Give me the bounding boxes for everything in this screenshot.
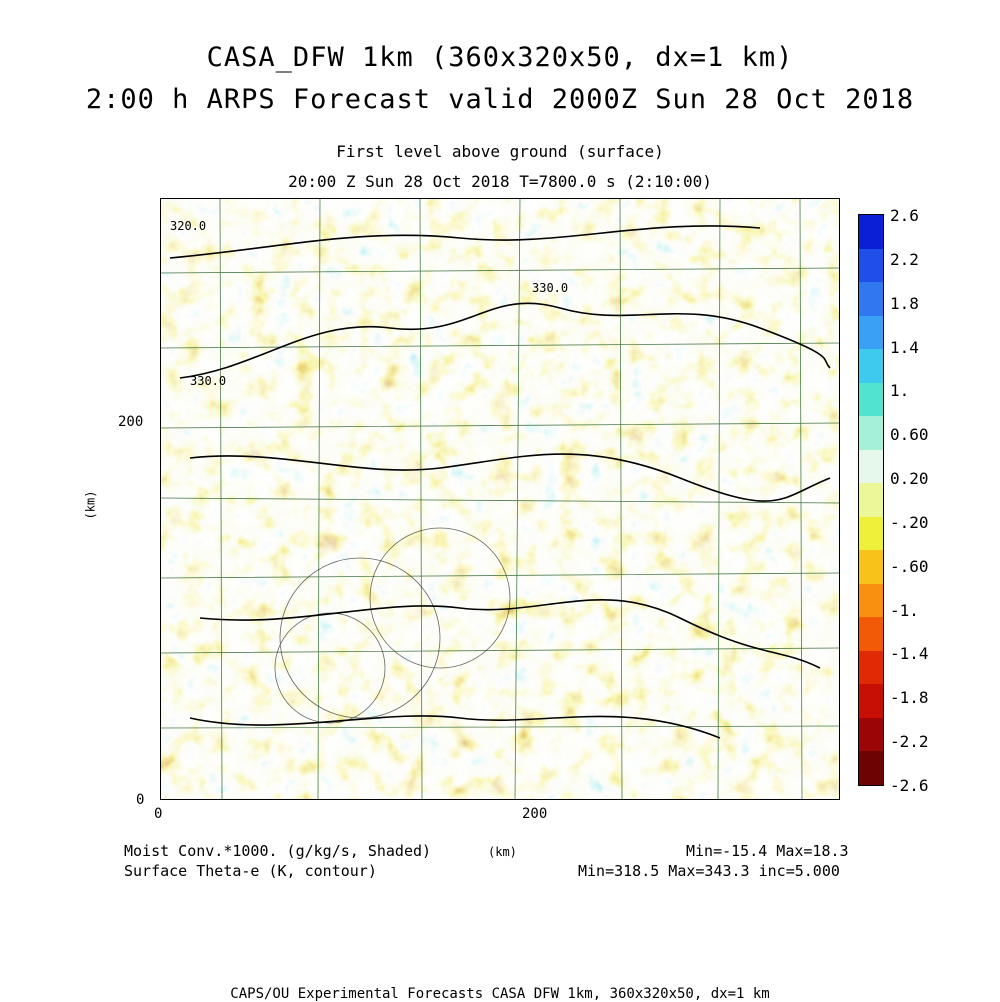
- colorbar-label: 2.6: [890, 206, 919, 225]
- colorbar-label: -1.4: [890, 644, 929, 664]
- colorbar-swatch: [859, 751, 883, 786]
- colorbar-swatch: [859, 483, 883, 518]
- colorbar-swatch: [859, 215, 883, 250]
- colorbar-label: -1.: [890, 600, 919, 620]
- colorbar-swatch: [859, 449, 883, 484]
- theta-e-contours: [169, 225, 831, 739]
- contour-label-320: 320.0: [170, 219, 206, 233]
- colorbar-label: -2.6: [890, 776, 929, 795]
- colorbar-label: 1.: [890, 381, 910, 401]
- credit-line: CAPS/OU Experimental Forecasts CASA DFW …: [230, 986, 770, 1002]
- colorbar: [858, 214, 884, 786]
- colorbar-label: 1.8: [890, 293, 919, 313]
- colorbar-label: -2.2: [890, 732, 929, 752]
- y-axis-unit: (km): [83, 490, 98, 520]
- y-tick-200: 200: [118, 414, 144, 430]
- level-subtitle: First level above ground (surface): [336, 142, 664, 161]
- colorbar-swatch: [859, 516, 883, 551]
- colorbar-swatch: [859, 416, 883, 451]
- colorbar-label: 1.4: [890, 337, 919, 357]
- colorbar-swatch: [859, 315, 883, 350]
- x-tick-200: 200: [522, 806, 548, 822]
- field2-label: Surface Theta-e (K, contour): [124, 862, 377, 880]
- colorbar-label: -1.8: [890, 688, 929, 708]
- radar-range-rings: [274, 527, 511, 724]
- contour-label-330-b: 330.0: [190, 374, 226, 388]
- contour-label-330-a: 330.0: [532, 281, 568, 295]
- colorbar-label: -.60: [890, 556, 929, 576]
- colorbar-swatch: [859, 583, 883, 618]
- x-axis-unit: (km): [488, 845, 517, 859]
- colorbar-label: -.20: [890, 512, 929, 532]
- colorbar-swatch: [859, 684, 883, 719]
- colorbar-swatch: [859, 382, 883, 417]
- time-subtitle: 20:00 Z Sun 28 Oct 2018 T=7800.0 s (2:10…: [288, 172, 712, 191]
- colorbar-swatch: [859, 349, 883, 384]
- colorbar-swatch: [859, 650, 883, 685]
- county-boundaries: [160, 198, 840, 800]
- y-tick-0: 0: [136, 792, 145, 808]
- colorbar-swatch: [859, 617, 883, 652]
- stats2: Min=318.5 Max=343.3 inc=5.000: [578, 862, 840, 880]
- colorbar-label: 0.60: [890, 425, 929, 445]
- chart-title-line1: CASA_DFW 1km (360x320x50, dx=1 km): [206, 42, 794, 73]
- forecast-map: 320.0 330.0 330.0: [160, 198, 840, 800]
- colorbar-label: 0.20: [890, 469, 929, 489]
- x-tick-0: 0: [154, 806, 163, 822]
- colorbar-swatch: [859, 248, 883, 283]
- stats1: Min=-15.4 Max=18.3: [686, 842, 849, 860]
- colorbar-swatch: [859, 717, 883, 752]
- colorbar-swatch: [859, 282, 883, 317]
- colorbar-label: 2.2: [890, 249, 919, 269]
- colorbar-swatch: [859, 550, 883, 585]
- field1-label: Moist Conv.*1000. (g/kg/s, Shaded): [124, 842, 432, 860]
- chart-title-line2: 2:00 h ARPS Forecast valid 2000Z Sun 28 …: [85, 84, 915, 115]
